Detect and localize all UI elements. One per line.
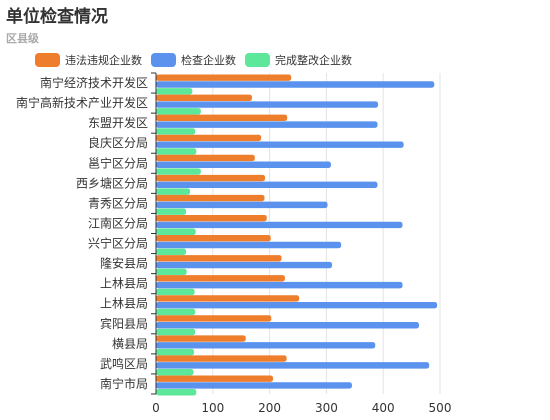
bar	[156, 368, 194, 376]
category-label: 横县局	[112, 337, 148, 351]
bar	[156, 275, 285, 282]
category-label: 良庆区分局	[88, 135, 148, 150]
category-label: 南宁高新技术产业开发区	[16, 95, 148, 110]
bar	[156, 375, 274, 382]
legend-item-rectified[interactable]: 完成整改企业数	[245, 52, 352, 68]
bar	[156, 241, 342, 249]
bar	[156, 261, 333, 269]
bar	[156, 181, 378, 189]
bar	[156, 268, 187, 276]
category-label: 上林县局	[100, 277, 148, 291]
bar	[156, 228, 196, 235]
chart-subtitle: 区县级	[6, 32, 39, 45]
category-label: 上林县局	[100, 297, 148, 311]
x-tick-label: 200	[258, 401, 281, 415]
bar	[156, 108, 201, 115]
legend-swatch-inspected	[151, 53, 176, 67]
legend: 违法违规企业数 检查企业数 完成整改企业数	[35, 51, 361, 69]
bar	[156, 88, 193, 95]
bar	[156, 235, 271, 242]
category-label: 江南区分局	[88, 215, 148, 230]
x-tick-label: 500	[429, 401, 452, 415]
bar	[156, 74, 292, 81]
legend-label-violations: 违法违规企业数	[65, 54, 142, 67]
category-label: 宾阳县局	[100, 316, 148, 331]
category-label: 南宁经济技术开发区	[40, 75, 148, 90]
bar	[156, 342, 376, 349]
bar	[156, 335, 246, 342]
bar	[156, 101, 379, 108]
category-label: 兴宁区分局	[88, 236, 148, 251]
chart-title: 单位检查情况	[6, 7, 108, 27]
legend-label-rectified: 完成整改企业数	[275, 54, 352, 67]
category-label: 南宁市局	[100, 376, 148, 391]
x-tick-label: 400	[372, 401, 395, 415]
bar	[156, 295, 300, 302]
bar	[156, 288, 195, 296]
bar	[156, 308, 196, 316]
category-label: 武鸣区局	[100, 356, 148, 371]
bar	[156, 255, 282, 262]
bar	[156, 161, 331, 168]
legend-swatch-rectified	[245, 53, 270, 67]
bar	[156, 328, 196, 336]
legend-item-inspected[interactable]: 检查企业数	[151, 52, 236, 68]
bar	[156, 141, 404, 148]
bar	[156, 114, 288, 122]
x-tick-label: 0	[152, 401, 160, 415]
bar	[156, 201, 328, 209]
bar	[156, 348, 195, 356]
bar	[156, 134, 262, 142]
category-label: 西乡塘区分局	[76, 175, 148, 190]
bar	[156, 128, 196, 135]
bar	[156, 322, 419, 329]
bar	[156, 194, 265, 202]
bar	[156, 248, 187, 255]
bar	[156, 188, 191, 195]
bar	[156, 174, 266, 182]
bar	[156, 168, 201, 175]
bar	[156, 315, 272, 322]
bar	[156, 94, 252, 101]
bar	[156, 382, 352, 389]
bar	[156, 81, 435, 88]
bar	[156, 208, 187, 215]
legend-label-inspected: 检查企业数	[181, 54, 236, 67]
bar	[156, 214, 267, 222]
x-tick-label: 100	[201, 401, 224, 415]
bar	[156, 154, 255, 162]
bar	[156, 389, 197, 396]
category-label: 东盟开发区	[88, 115, 148, 130]
category-label: 邕宁区分局	[88, 155, 148, 170]
bar	[156, 281, 403, 289]
category-label: 青秀区分局	[88, 196, 148, 210]
legend-swatch-violations	[35, 53, 60, 67]
x-tick-label: 300	[315, 401, 338, 415]
bar	[156, 121, 378, 128]
bar	[156, 362, 430, 369]
bar	[156, 221, 403, 229]
legend-item-violations[interactable]: 违法违规企业数	[35, 52, 142, 68]
bar	[156, 301, 438, 309]
bar	[156, 148, 197, 155]
bar	[156, 355, 287, 362]
category-label: 隆安县局	[100, 256, 148, 271]
